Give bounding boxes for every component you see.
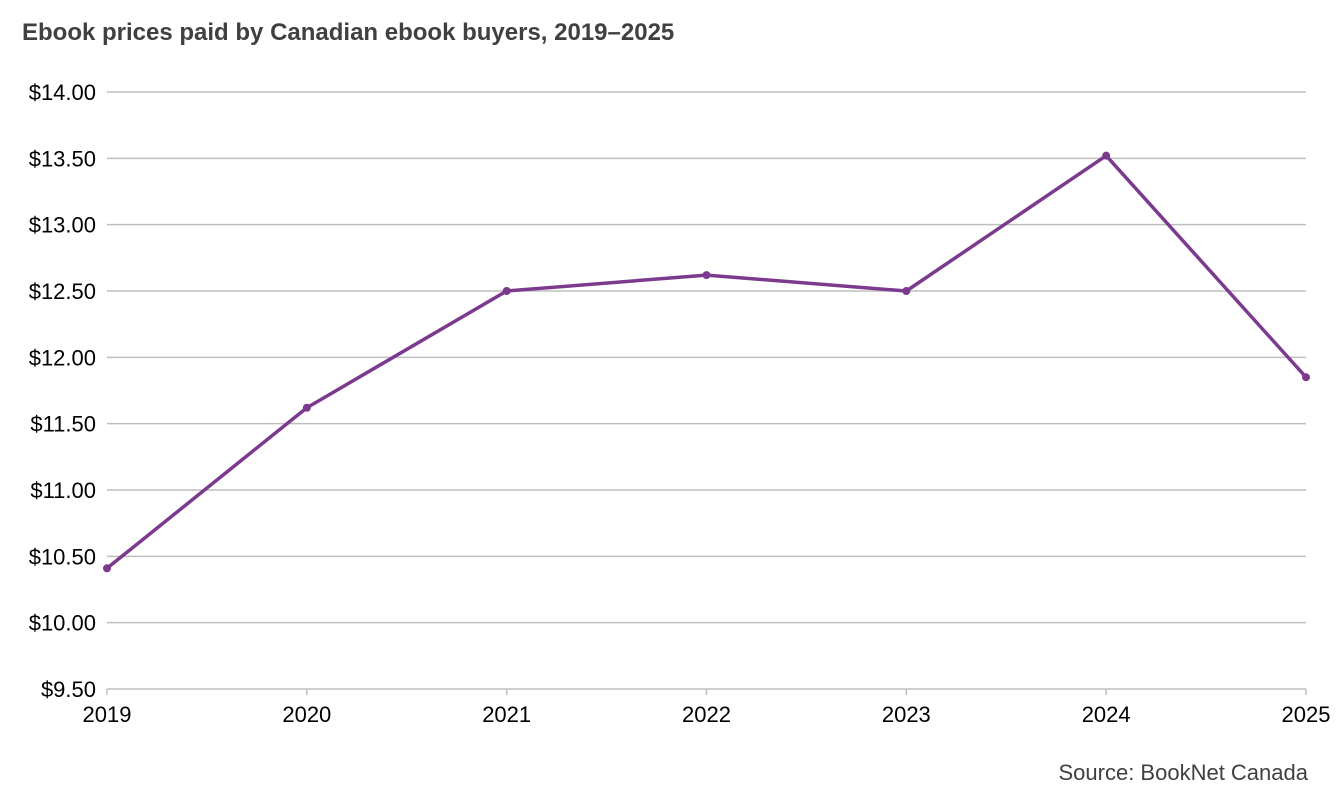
y-tick-label: $11.50 [30, 412, 96, 437]
series-line [105, 153, 1308, 570]
chart-title: Ebook prices paid by Canadian ebook buye… [22, 19, 675, 46]
x-tick-label: 2024 [1082, 702, 1131, 727]
x-tick-label: 2023 [882, 702, 931, 727]
y-tick-label: $11.00 [30, 478, 96, 503]
y-tick-label: $14.00 [29, 80, 96, 105]
data-points [103, 151, 1310, 573]
data-point [1302, 373, 1310, 382]
y-tick-label: $9.50 [41, 677, 96, 702]
data-point [302, 403, 311, 412]
series-line-layer [105, 153, 1308, 570]
y-tick-label: $10.50 [29, 544, 96, 569]
x-tick-label: 2019 [83, 702, 132, 727]
y-tick-label: $12.50 [29, 279, 96, 304]
x-tick-label: 2021 [482, 702, 531, 727]
data-point [702, 271, 711, 280]
x-tick-label: 2020 [282, 702, 331, 727]
x-tick-label: 2022 [682, 702, 731, 727]
data-point [103, 564, 111, 573]
y-tick-label: $13.50 [29, 146, 96, 171]
y-axis-tick-labels: $9.50 $10.00 $10.50 $11.00 $11.50 $12.00 $12.5… [29, 80, 96, 702]
data-point [502, 287, 511, 295]
y-tick-label: $12.00 [29, 345, 96, 370]
x-tick-label: 2025 [1282, 702, 1331, 727]
data-point [902, 287, 911, 295]
data-point [1102, 151, 1111, 160]
gridlines [106, 91, 1307, 695]
source-note: Source: BookNet Canada [1058, 760, 1309, 785]
y-tick-label: $10.00 [29, 611, 96, 636]
x-axis-tick-labels: 2019 2020 2021 2022 2023 2024 2025 [83, 702, 1331, 727]
y-tick-label: $13.00 [29, 213, 96, 238]
